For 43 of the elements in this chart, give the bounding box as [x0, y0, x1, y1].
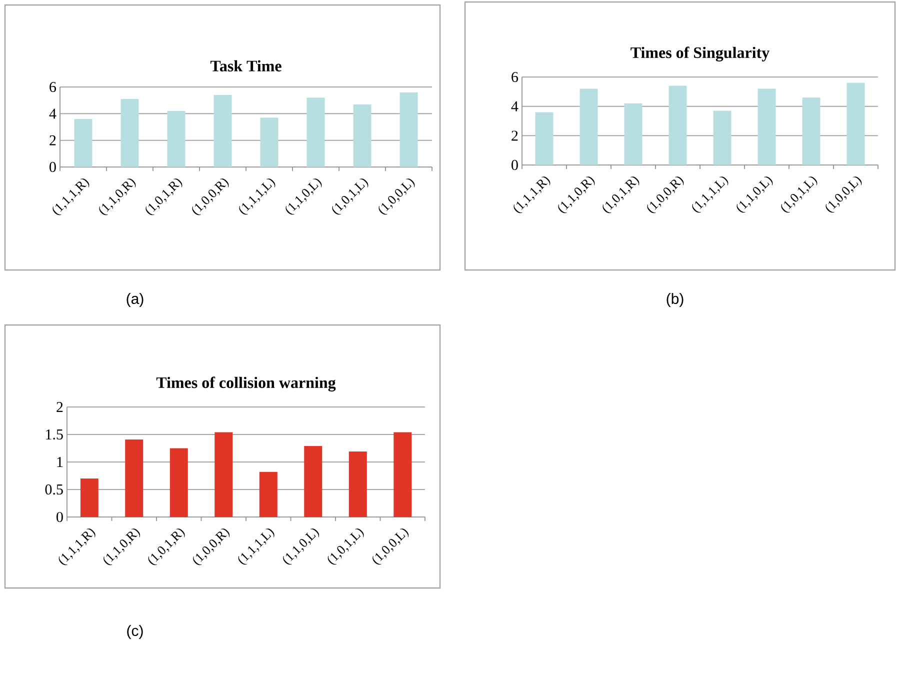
bar [120, 98, 139, 167]
bar [535, 112, 554, 165]
y-tick-label: 2 [56, 402, 63, 412]
y-tick-label: 0 [56, 512, 63, 522]
bar [400, 92, 418, 167]
bar [167, 110, 186, 167]
bar [260, 118, 278, 167]
bar [580, 88, 598, 165]
y-tick-label: 2 [512, 130, 518, 141]
y-tick-label: 4 [49, 108, 56, 119]
bar [846, 82, 865, 165]
chart-title: Times of Singularity [630, 46, 770, 62]
bar [125, 439, 144, 517]
text: (a) [126, 293, 144, 307]
y-tick-label: 4 [511, 101, 518, 112]
bar [214, 432, 233, 517]
bar [394, 432, 412, 517]
y-tick-label: 0.5 [45, 484, 63, 495]
y-tick-label: 6 [512, 72, 518, 82]
bar [170, 448, 188, 517]
y-tick-label: 6 [50, 82, 56, 92]
y-tick-label: 1 [57, 457, 63, 467]
text: (c) [127, 625, 143, 639]
bar [713, 110, 732, 165]
y-tick-label: 0 [50, 162, 56, 172]
bar [802, 98, 820, 165]
bar [353, 104, 372, 167]
y-tick-label: 0 [512, 160, 518, 170]
bar [80, 478, 98, 517]
bar [259, 472, 278, 517]
y-tick-label: 2 [50, 135, 56, 146]
bar [74, 118, 92, 167]
bar [624, 103, 642, 165]
bar [668, 86, 687, 165]
bar [348, 452, 367, 517]
y-tick-label: 1.5 [46, 429, 63, 440]
text: (b) [666, 293, 684, 307]
bar [758, 88, 776, 165]
bar [304, 446, 322, 517]
chart-title: Task Time [210, 60, 282, 72]
bar [214, 94, 232, 167]
bar [306, 98, 325, 167]
chart-title: Times of collision warning [156, 376, 336, 392]
